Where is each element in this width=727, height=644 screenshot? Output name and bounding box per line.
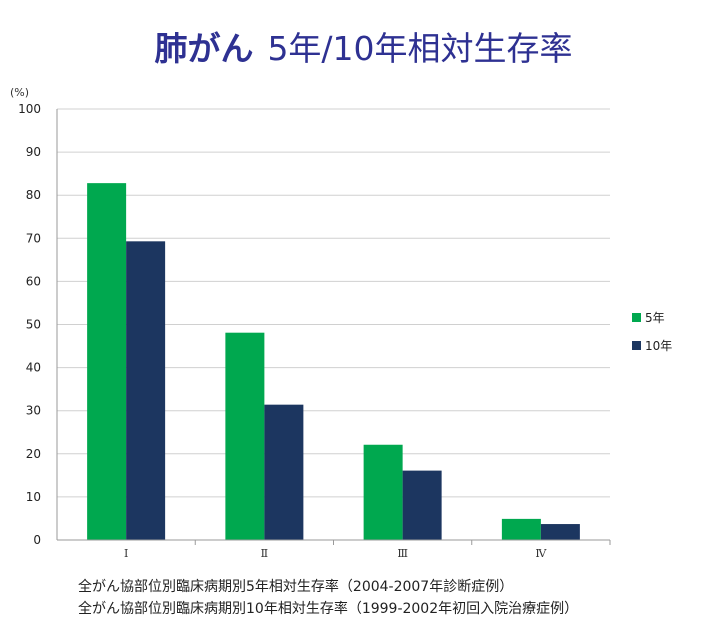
bar-5yr — [87, 183, 127, 540]
legend-swatch — [632, 313, 641, 322]
y-tick-label: 90 — [26, 145, 41, 159]
x-tick-label: Ⅰ — [124, 547, 128, 560]
bar-10yr — [126, 241, 166, 540]
legend-label: 10年 — [645, 339, 672, 353]
y-tick-label: 30 — [26, 404, 41, 418]
y-tick-label: 60 — [26, 274, 41, 288]
source-note-5yr: 全がん協部位別臨床病期別5年相対生存率（2004-2007年診断症例） — [78, 579, 514, 595]
x-tick-label: Ⅲ — [397, 547, 408, 560]
y-tick-label: 40 — [26, 361, 41, 375]
chart-title: 肺がん 5年/10年相対生存率 — [0, 22, 727, 70]
y-tick-label: 50 — [26, 318, 41, 332]
axes: (%) 0 10 20 30 40 50 60 70 80 90 100 Ⅰ Ⅱ Ⅲ Ⅳ — [10, 86, 611, 560]
y-tick-label: 70 — [26, 231, 41, 245]
x-tick-label: Ⅱ — [261, 547, 268, 560]
bar-10yr — [540, 524, 580, 540]
y-axis-unit-label: (%) — [10, 86, 29, 99]
y-tick-label: 100 — [18, 102, 41, 116]
bar-5yr — [501, 518, 541, 540]
legend: 5年 10年 — [632, 311, 672, 353]
bar-5yr — [225, 332, 265, 540]
y-tick-label: 0 — [33, 533, 41, 547]
legend-swatch — [632, 341, 641, 350]
bar-10yr — [402, 470, 442, 540]
source-notes: 全がん協部位別臨床病期別5年相対生存率（2004-2007年診断症例） 全がん協… — [78, 576, 578, 620]
source-note-10yr: 全がん協部位別臨床病期別10年相対生存率（1999-2002年初回入院治療症例） — [78, 601, 579, 617]
legend-label: 5年 — [645, 311, 665, 325]
bar-5yr — [363, 444, 403, 540]
x-tick-label: Ⅳ — [535, 547, 547, 560]
y-tick-label: 10 — [26, 490, 41, 504]
y-tick-label: 80 — [26, 188, 41, 202]
chart-title-main: 肺がん — [154, 29, 254, 68]
y-tick-label: 20 — [26, 447, 41, 461]
bar-chart: (%) 0 10 20 30 40 50 60 70 80 90 100 Ⅰ Ⅱ Ⅲ Ⅳ 5年 10年 — [10, 86, 672, 560]
bar-10yr — [264, 404, 304, 540]
chart-title-sub: 5年/10年相対生存率 — [267, 29, 573, 68]
bars — [87, 183, 580, 540]
